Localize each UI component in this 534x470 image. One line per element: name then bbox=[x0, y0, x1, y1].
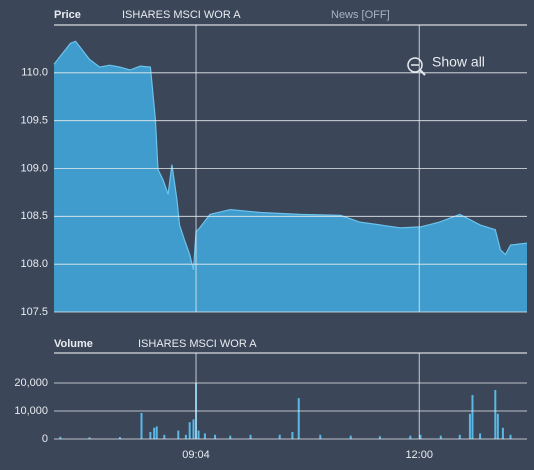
y-tick-label: 10,000 bbox=[14, 405, 48, 417]
volume-bar bbox=[177, 430, 180, 439]
volume-bar bbox=[378, 436, 381, 439]
volume-bar bbox=[509, 434, 512, 439]
panel-title: Volume bbox=[54, 338, 93, 350]
volume-bar bbox=[118, 437, 121, 439]
volume-bar bbox=[439, 435, 442, 439]
zoom-icon-handle bbox=[419, 69, 426, 76]
y-tick-label: 109.0 bbox=[20, 162, 48, 174]
panel-subtitle: ISHARES MSCI WOR A bbox=[138, 338, 257, 350]
volume-bar bbox=[153, 427, 156, 439]
x-tick-label: 09:04 bbox=[182, 449, 210, 461]
volume-bar bbox=[188, 422, 191, 439]
volume-bar bbox=[319, 434, 322, 439]
volume-bar bbox=[249, 434, 252, 439]
volume-bar bbox=[419, 434, 422, 439]
volume-bar bbox=[149, 431, 152, 439]
show-all-button[interactable]: Show all bbox=[407, 54, 485, 76]
panel-subtitle: ISHARES MSCI WOR A bbox=[122, 9, 241, 21]
volume-bar bbox=[349, 435, 352, 439]
y-tick-label: 110.0 bbox=[21, 67, 48, 79]
volume-bar bbox=[203, 433, 206, 439]
volume-bar bbox=[59, 436, 62, 439]
volume-bar bbox=[501, 427, 504, 439]
x-tick-label: 12:00 bbox=[405, 449, 433, 461]
volume-bar bbox=[297, 398, 300, 439]
y-tick-label: 107.5 bbox=[20, 306, 48, 318]
volume-bar bbox=[163, 434, 166, 439]
show-all-label: Show all bbox=[432, 54, 485, 70]
y-tick-label: 0 bbox=[42, 433, 48, 445]
volume-bar bbox=[468, 413, 471, 439]
volume-bar bbox=[140, 412, 143, 439]
y-tick-label: 109.5 bbox=[20, 115, 48, 127]
news-toggle[interactable]: News [OFF] bbox=[331, 9, 390, 21]
zoom-icon bbox=[407, 57, 423, 73]
volume-bar bbox=[479, 433, 482, 439]
y-tick-label: 20,000 bbox=[14, 377, 48, 389]
volume-bar bbox=[409, 435, 412, 439]
volume-bar bbox=[496, 413, 499, 439]
volume-bar bbox=[471, 395, 474, 439]
volume-bar bbox=[155, 426, 158, 439]
volume-bar bbox=[214, 434, 217, 439]
volume-bar bbox=[278, 434, 281, 439]
volume-bar bbox=[229, 435, 232, 439]
panel-title: Price bbox=[54, 9, 81, 21]
volume-bar bbox=[197, 430, 200, 439]
volume-bar bbox=[291, 431, 294, 439]
volume-bar bbox=[458, 434, 461, 439]
price-area bbox=[54, 41, 527, 313]
volume-bar bbox=[192, 419, 195, 439]
volume-bar bbox=[88, 437, 91, 439]
y-tick-label: 108.0 bbox=[20, 258, 48, 270]
volume-bar bbox=[184, 434, 187, 439]
y-tick-label: 108.5 bbox=[20, 210, 48, 222]
price-line bbox=[53, 40, 528, 271]
volume-bar bbox=[494, 389, 497, 439]
